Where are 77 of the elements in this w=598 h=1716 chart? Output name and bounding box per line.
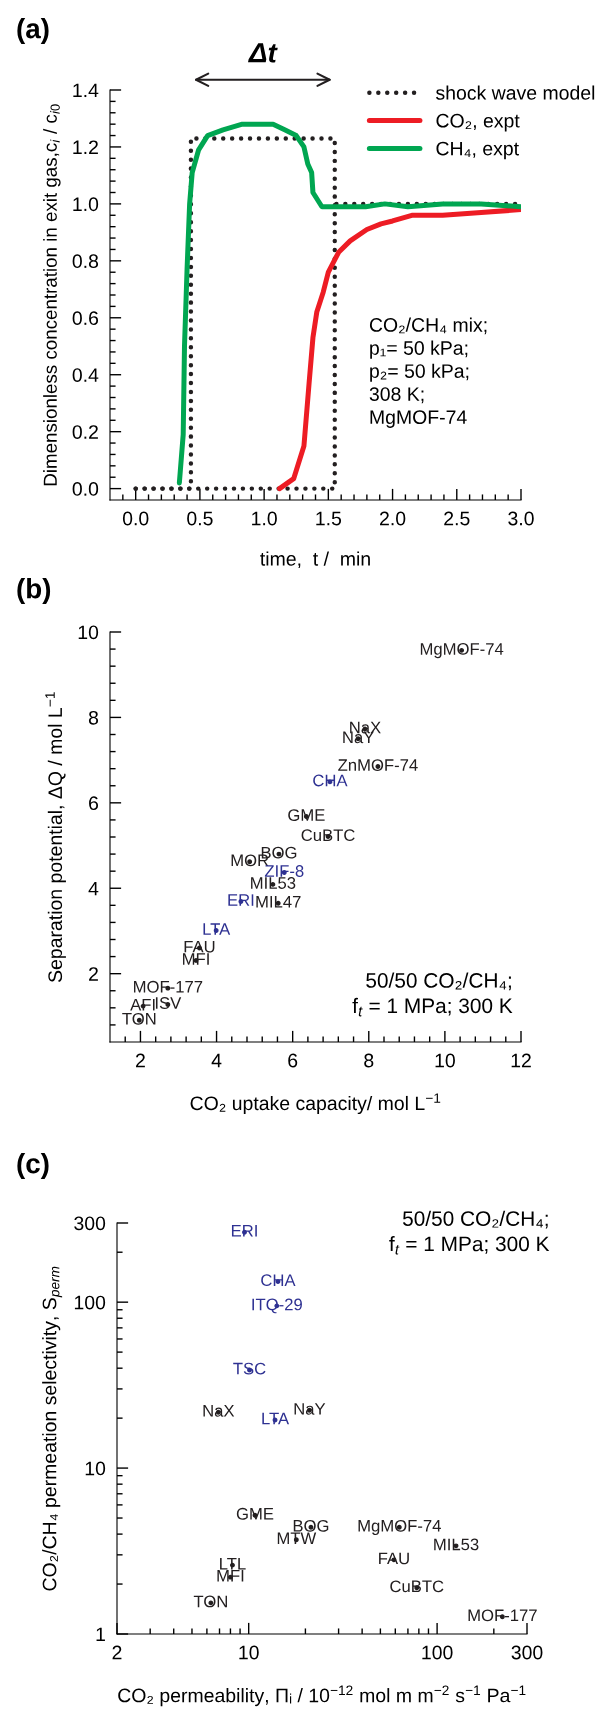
data-label: ZnMOF-74: [338, 759, 418, 772]
data-label: MgMOF-74: [358, 1519, 441, 1536]
chart-title: (a): [17, 18, 49, 44]
data-label: ZIF-8: [264, 865, 304, 877]
data-label: MFI: [217, 1570, 244, 1582]
y-tick-label: 10: [85, 1461, 106, 1476]
y-tick-label: 0.0: [72, 482, 99, 496]
y-tick-label: 10: [78, 625, 99, 640]
y-axis-title: CO₂/CH₄ permeation selectivity, S$_{perm}$: [42, 1266, 63, 1591]
chart-title: (c): [17, 1153, 49, 1179]
y-tick-label: 6: [89, 796, 99, 811]
y-tick-label: 1.0: [73, 197, 99, 212]
legend-label: shock wave model: [436, 85, 595, 100]
data-label: CHA: [261, 1274, 296, 1287]
x-tick-label: 0.5: [187, 511, 213, 526]
data-label: TON: [193, 1595, 227, 1608]
y-tick-label: 0.2: [72, 425, 98, 439]
annotation: CO₂/CH₄ mix; p₁= 50 kPa; p₂= 50 kPa; 308 K; MgMOF-74: [369, 317, 487, 428]
x-tick-label: 2.0: [380, 511, 406, 526]
x-tick-label: 0.0: [122, 511, 149, 526]
x-tick-label: 100: [422, 1645, 453, 1660]
y-tick-label: 0.8: [72, 254, 99, 269]
annotation: 50/50 CO₂/CH₄; f$_{t}$ = 1 MPa; 300 K: [389, 1210, 550, 1255]
y-tick-label: 1: [96, 1627, 105, 1642]
y-tick-label: 300: [74, 1216, 106, 1231]
data-label: NaY: [294, 1403, 326, 1415]
legend-label: CO₂, expt: [436, 113, 520, 132]
data-label: MgMOF-74: [420, 643, 504, 659]
x-tick-label: 2: [136, 1053, 145, 1068]
data-label: MFI: [183, 953, 209, 965]
data-label: MIL53: [434, 1538, 479, 1551]
x-tick-label: 8: [364, 1053, 374, 1068]
y-tick-label: 100: [74, 1295, 106, 1310]
x-tick-label: 1.0: [252, 511, 277, 526]
x-tick-label: 10: [239, 1645, 259, 1660]
annotation: 50/50 CO₂/CH₄; f$_{t}$ = 1 MPa; 300 K: [352, 972, 513, 1017]
x-tick-label: 4: [211, 1053, 222, 1068]
data-label: MIL47: [256, 896, 301, 908]
data-label: MIL53: [251, 877, 296, 889]
y-tick-label: 1.4: [73, 83, 99, 98]
data-label: MOF-177: [468, 1609, 537, 1622]
data-label: MOF-177: [134, 980, 203, 993]
data-label: CuBTC: [390, 1580, 444, 1593]
data-label: LTA: [203, 923, 231, 935]
x-tick-label: 10: [435, 1053, 455, 1068]
y-tick-label: 8: [88, 710, 99, 725]
data-label: CuBTC: [301, 829, 355, 842]
y-tick-label: 1.2: [73, 140, 98, 154]
data-label: ITQ-29: [252, 1298, 302, 1314]
data-label: GME: [288, 809, 325, 821]
x-tick-label: 3.0: [508, 511, 534, 526]
data-label: TSC: [233, 1362, 266, 1375]
x-tick-label: 2: [112, 1645, 122, 1660]
legend-label: CH₄, expt: [436, 141, 519, 160]
x-tick-label: 300: [511, 1645, 543, 1660]
data-label: TON: [122, 1012, 156, 1025]
data-label: MTW: [277, 1532, 317, 1545]
text: Δt: [248, 43, 278, 63]
y-tick-label: 0.4: [72, 368, 99, 382]
data-label: NaX: [203, 1405, 235, 1417]
x-tick-label: 12: [511, 1053, 531, 1068]
y-tick-label: 2: [89, 967, 98, 981]
y-tick-label: 0.6: [72, 311, 99, 326]
x-tick-label: 1.5: [316, 511, 342, 526]
data-label: CHA: [313, 774, 348, 787]
x-tick-label: 6: [288, 1053, 298, 1068]
chart-title: (b): [17, 578, 51, 604]
y-axis-title: Dimensionless concentration in exit gas,c$_{i}$ / c$_{i0}$: [43, 104, 61, 486]
data-label: FAU: [184, 940, 215, 953]
data-label: GME: [236, 1507, 274, 1520]
x-axis-title: CO₂ permeability, Πᵢ / 10$^{−12}$ mol m m$^{−2}$ s$^{−1}$ Pa$^{−1}$: [118, 1685, 526, 1707]
y-tick-label: 4: [88, 881, 99, 896]
y-axis-title: Separation potential, ΔQ / mol L$^{−1}$: [45, 692, 66, 983]
x-axis-title: CO₂ uptake capacity/ mol L$^{−1}$: [190, 1093, 441, 1115]
x-axis-title: time, t / min: [260, 551, 370, 569]
data-label: BOG: [293, 1519, 329, 1532]
x-tick-label: 2.5: [444, 511, 470, 526]
